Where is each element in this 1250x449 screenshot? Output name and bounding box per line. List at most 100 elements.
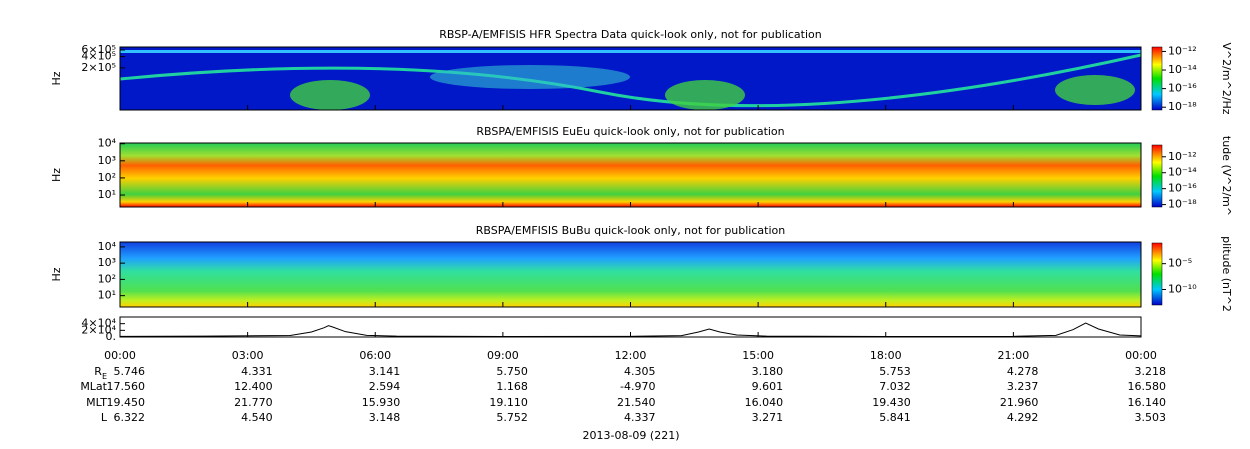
ephemeris-label-text: MLat [80, 380, 107, 393]
colorbar-tick-label: 10⁻¹⁶ [1168, 82, 1197, 95]
colorbar-tick-label: 10⁻¹⁰ [1168, 283, 1197, 296]
colorbar-tick-label: 10⁻¹⁴ [1168, 166, 1197, 179]
ephemeris-value: 5.750 [496, 365, 528, 378]
y-tick-label: 10² [98, 272, 116, 285]
ephemeris-value: -4.970 [620, 380, 655, 393]
y-axis-label: Hz [50, 267, 63, 281]
colorbar-tick-label: 10⁻¹² [1168, 150, 1197, 163]
ephemeris-value: 12.400 [234, 380, 273, 393]
ephemeris-label-sub: E [102, 372, 107, 381]
ephemeris-value: 4.337 [624, 411, 656, 424]
x-tick-label: 00:00 [1125, 349, 1157, 362]
x-tick-label: 09:00 [487, 349, 519, 362]
ephemeris-value: 7.032 [879, 380, 911, 393]
ephemeris-value: 5.753 [879, 365, 911, 378]
colorbar-label: tude (V^2/m^ [1220, 136, 1233, 216]
ephemeris-value: 3.141 [369, 365, 401, 378]
ephemeris-value: 4.540 [241, 411, 273, 424]
colorbar-tick-label: 10⁻¹⁸ [1168, 198, 1197, 211]
colorbar [1151, 242, 1163, 306]
spectrogram-patch [1055, 75, 1135, 105]
ephemeris-label: MLT [86, 396, 107, 409]
y-tick-label: 10³ [98, 256, 116, 269]
date-label: 2013-08-09 (221) [582, 429, 679, 442]
ephemeris-value: 17.560 [107, 380, 146, 393]
panel-title: RBSPA/EMFISIS EuEu quick-look only, not … [476, 125, 784, 138]
ephemeris-value: 4.278 [1007, 365, 1039, 378]
ephemeris-value: 5.746 [114, 365, 146, 378]
y-tick-label: 10⁴ [98, 240, 117, 253]
ephemeris-value: 3.237 [1007, 380, 1039, 393]
ephemeris-value: 16.040 [745, 396, 784, 409]
spectrogram-image [120, 242, 1141, 307]
ephemeris-value: 5.841 [879, 411, 911, 424]
colorbar-tick-label: 10⁻¹⁶ [1168, 182, 1197, 195]
x-tick-label: 15:00 [742, 349, 774, 362]
ephemeris-value: 4.331 [241, 365, 273, 378]
ephemeris-label-text: MLT [86, 396, 107, 409]
ephemeris-value: 3.503 [1135, 411, 1167, 424]
ephemeris-label: MLat [80, 380, 107, 393]
y-tick-label: 4×10⁴ [81, 317, 116, 330]
colorbar-label: plitude (nT^2 [1220, 236, 1233, 312]
x-tick-label: 06:00 [359, 349, 391, 362]
ephemeris-value: 5.752 [496, 411, 528, 424]
spectrogram-patch [665, 80, 745, 110]
spectrogram-image [120, 47, 1141, 110]
ephemeris-value: 6.322 [114, 411, 146, 424]
plot-area: RBSP-A/EMFISIS HFR Spectra Data quick-lo… [50, 28, 1233, 442]
ephemeris-value: 4.305 [624, 365, 656, 378]
x-tick-label: 00:00 [104, 349, 136, 362]
y-axis-label: Hz [50, 168, 63, 182]
line-series [119, 322, 1142, 338]
ephemeris-value: 21.770 [234, 396, 273, 409]
ephemeris-value: 19.450 [107, 396, 146, 409]
spectrogram-image [120, 143, 1141, 207]
ephemeris-value: 3.218 [1135, 365, 1167, 378]
y-tick-label: 10² [98, 171, 116, 184]
ephemeris-value: 16.580 [1128, 380, 1167, 393]
ephemeris-value: 4.292 [1007, 411, 1039, 424]
panel-title: RBSPA/EMFISIS BuBu quick-look only, not … [476, 224, 786, 237]
ephemeris-label-text: L [101, 411, 108, 424]
spectrogram-band [120, 50, 1141, 53]
y-tick-label: 10⁴ [98, 137, 117, 150]
ephemeris-label-text: R [94, 365, 102, 378]
ephemeris-value: 21.540 [617, 396, 656, 409]
ephemeris-label: L [101, 411, 108, 424]
spectrogram-patch [430, 65, 630, 89]
y-tick-label: 4×10⁵ [81, 50, 116, 63]
ephemeris-value: 15.930 [362, 396, 401, 409]
y-tick-label: 10¹ [98, 289, 116, 302]
ephemeris-label: RE [94, 365, 107, 381]
ephemeris-value: 3.271 [752, 411, 784, 424]
colorbar-tick-label: 10⁻¹⁸ [1168, 100, 1197, 113]
ephemeris-value: 3.148 [369, 411, 401, 424]
colorbar [1151, 144, 1163, 208]
y-tick-label: 10¹ [98, 188, 116, 201]
ephemeris-value: 19.110 [489, 396, 528, 409]
ephemeris-value: 1.168 [496, 380, 528, 393]
ephemeris-value: 9.601 [752, 380, 784, 393]
x-tick-label: 18:00 [870, 349, 902, 362]
y-tick-label: 10³ [98, 154, 116, 167]
spectrogram-band [119, 53, 1142, 108]
colorbar-tick-label: 10⁻¹² [1168, 44, 1197, 57]
colorbar-tick-label: 10⁻⁵ [1168, 257, 1192, 270]
panel-title: RBSP-A/EMFISIS HFR Spectra Data quick-lo… [439, 28, 822, 41]
spectrogram-patch [290, 80, 370, 110]
ephemeris-value: 16.140 [1128, 396, 1167, 409]
y-tick-label: 6×10⁵ [81, 43, 116, 56]
ephemeris-value: 21.960 [1000, 396, 1039, 409]
colorbar [1151, 46, 1163, 111]
y-tick-label: 2×10⁴ [81, 323, 116, 336]
ephemeris-value: 19.430 [872, 396, 911, 409]
x-tick-label: 21:00 [998, 349, 1030, 362]
y-axis-label: Hz [50, 71, 63, 85]
colorbar-label: V^2/m^2/Hz [1220, 42, 1233, 114]
y-tick-label: 0. [106, 330, 117, 343]
x-tick-label: 12:00 [615, 349, 647, 362]
x-tick-label: 03:00 [232, 349, 264, 362]
